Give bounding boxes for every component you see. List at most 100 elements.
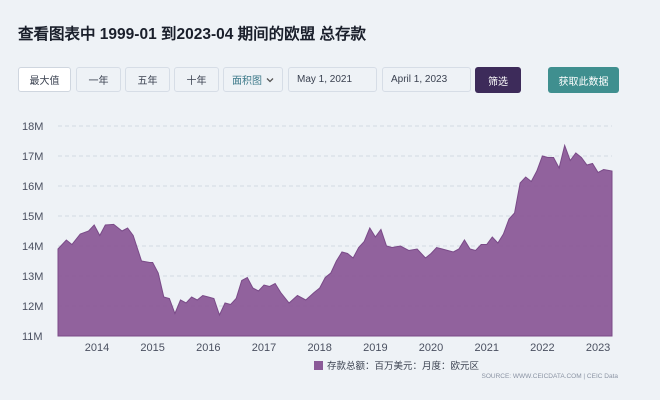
start-date-input[interactable]: May 1, 2021 [288,67,377,92]
data-point [224,302,225,303]
data-point [508,218,509,219]
data-point [520,182,521,183]
data-point [447,250,448,251]
y-tick-label: 13M [22,271,43,283]
data-point [611,170,612,171]
data-point [57,248,58,249]
data-point [325,277,326,278]
data-point [364,241,365,242]
data-point [269,286,270,287]
data-point [288,302,289,303]
data-point [202,295,203,296]
data-point [247,277,248,278]
data-point [475,250,476,251]
data-point [230,304,231,305]
data-point [258,290,259,291]
data-point [80,233,81,234]
data-point [436,247,437,248]
data-point [417,248,418,249]
data-point [163,296,164,297]
chart-series [57,143,613,337]
data-point [575,152,576,153]
range-button-5y[interactable]: 五年 [125,67,170,92]
data-point [553,157,554,158]
data-point [252,287,253,288]
data-point [503,233,504,234]
x-tick-label: 2021 [474,342,498,354]
data-point [263,284,264,285]
data-point [113,224,114,225]
data-point [469,248,470,249]
data-point [408,250,409,251]
data-point [133,235,134,236]
range-button-10y[interactable]: 十年 [174,67,219,92]
data-point [336,260,337,261]
data-point [375,236,376,237]
data-point [486,244,487,245]
data-point [275,283,276,284]
data-point [358,247,359,248]
data-point [305,299,306,300]
x-tick-label: 2023 [586,342,610,354]
data-point [525,176,526,177]
data-point [481,244,482,245]
data-point [430,253,431,254]
x-tick-label: 2022 [530,342,554,354]
x-axis: 2014 2015 2016 2017 2018 2019 2020 2021 2022 2023 [85,342,611,354]
data-point [66,239,67,240]
chart-type-value: 面积图 [232,76,262,87]
data-point [127,227,128,228]
data-point [347,253,348,254]
chart-type-select[interactable]: 面积图 [223,67,283,92]
y-tick-label: 15M [22,211,43,223]
data-point [400,245,401,246]
data-point [99,235,100,236]
data-point [492,236,493,237]
data-point [531,181,532,182]
data-point [564,145,565,146]
data-point [180,299,181,300]
data-point [542,155,543,156]
chevron-down-icon [266,78,274,83]
y-tick-label: 18M [22,121,43,133]
data-point [341,251,342,252]
data-point [174,313,175,314]
data-point [314,292,315,293]
data-point [94,224,95,225]
data-point [280,292,281,293]
data-point [88,230,89,231]
data-point [586,164,587,165]
data-point [570,160,571,161]
data-point [391,247,392,248]
data-point [241,280,242,281]
data-point [453,251,454,252]
y-axis: 11M 12M 13M 14M 15M 16M 17M 18M [22,121,43,343]
page-title: 查看图表中 1999-01 到2023-04 期间的欧盟 总存款 [18,26,366,43]
range-button-1y[interactable]: 一年 [76,67,121,92]
x-tick-label: 2016 [196,342,220,354]
x-tick-label: 2014 [85,342,109,354]
data-point [197,299,198,300]
data-point [219,314,220,315]
range-button-max[interactable]: 最大值 [18,67,71,92]
data-point [442,248,443,249]
data-point [425,257,426,258]
data-point [536,170,537,171]
area-series-0 [57,143,613,337]
y-tick-label: 14M [22,241,43,253]
get-data-button[interactable]: 获取此数据 [548,67,619,93]
data-point [497,242,498,243]
data-point [152,262,153,263]
data-point [121,230,122,231]
data-point [330,272,331,273]
data-point [559,167,560,168]
x-tick-label: 2019 [363,342,387,354]
filter-button[interactable]: 筛选 [475,67,521,93]
data-point [71,244,72,245]
data-point [191,296,192,297]
data-point [581,157,582,158]
x-tick-label: 2018 [307,342,331,354]
end-date-input[interactable]: April 1, 2023 [382,67,471,92]
